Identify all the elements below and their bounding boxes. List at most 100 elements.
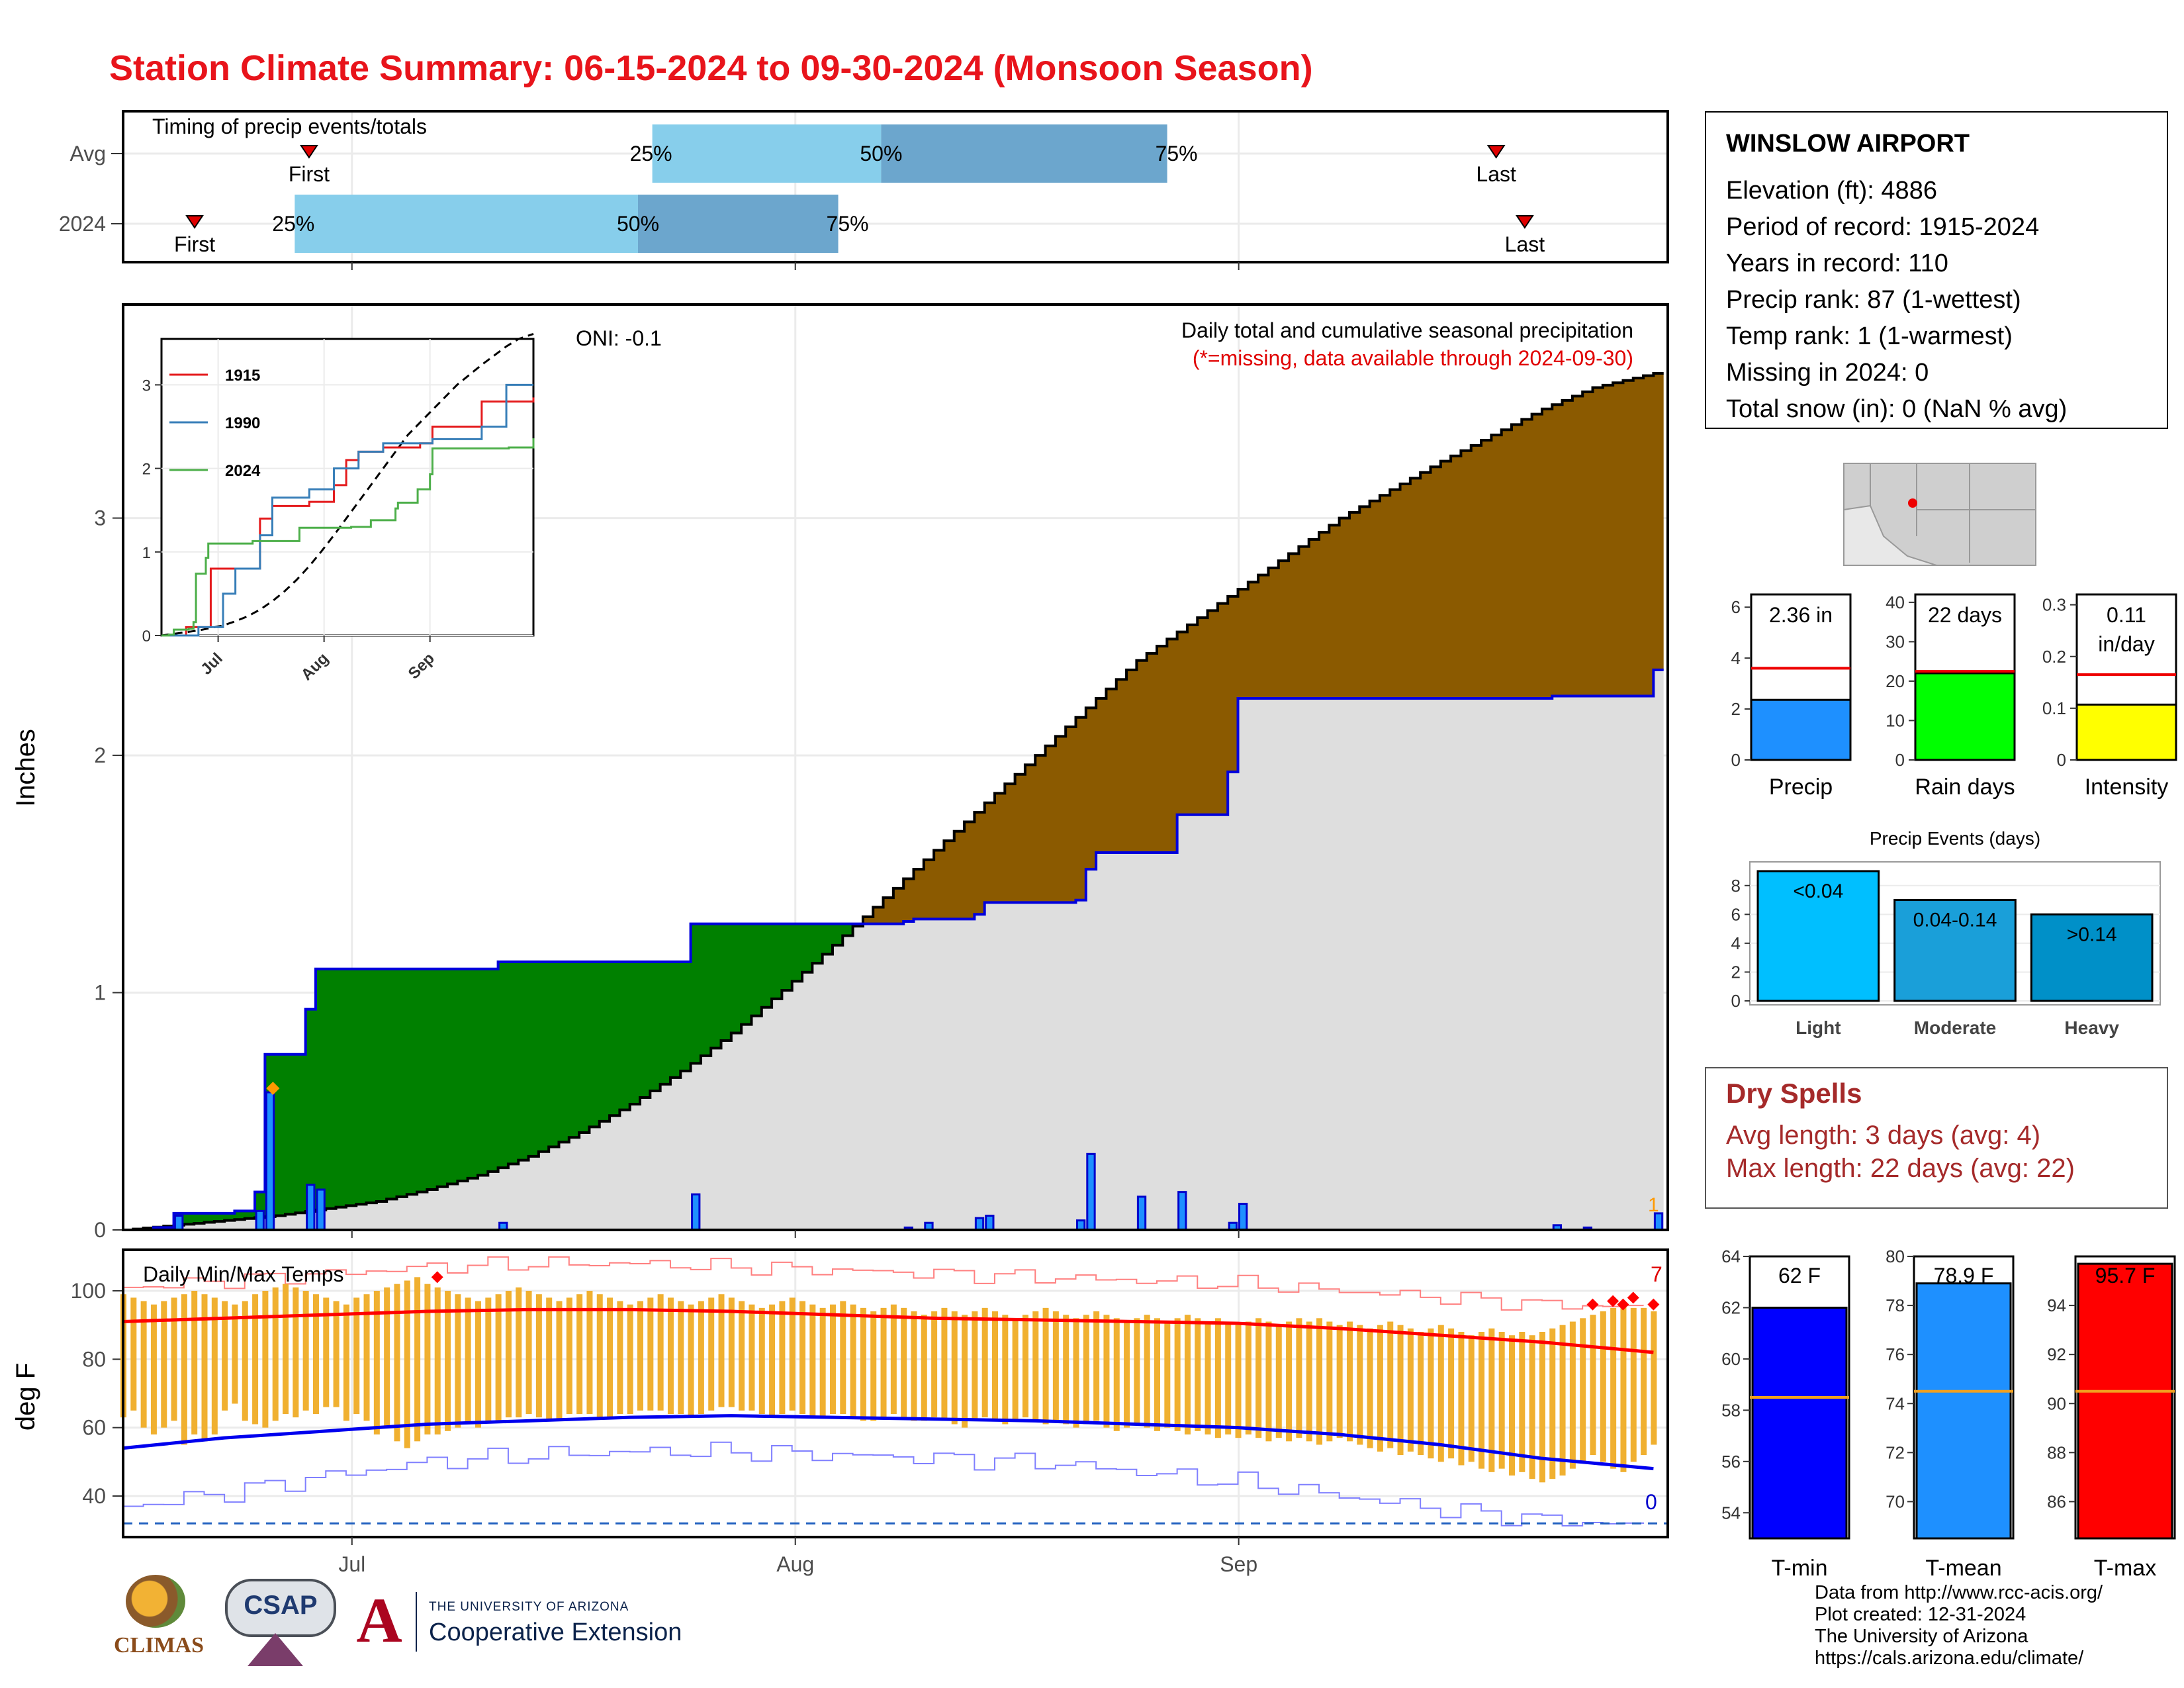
events-y-tick-label: 6 <box>1731 904 1741 924</box>
summary-panel-label: Precip <box>1769 774 1833 800</box>
temp-daily-range-bar <box>1529 1335 1535 1479</box>
temp-daily-range-bar <box>1651 1311 1657 1445</box>
station-location-marker <box>1908 498 1917 508</box>
temp-daily-range-bar <box>667 1297 674 1414</box>
temp-daily-range-bar <box>789 1297 796 1411</box>
temp-daily-range-bar <box>1255 1318 1262 1438</box>
temp-daily-range-bar <box>1002 1315 1009 1425</box>
temp-daily-range-bar <box>880 1307 887 1418</box>
temp-daily-range-bar <box>1195 1318 1201 1431</box>
temp-daily-range-bar <box>394 1284 400 1442</box>
temp-daily-range-bar <box>1498 1332 1505 1469</box>
temp-daily-range-bar <box>1519 1332 1525 1472</box>
precip-y-tick-label: 0 <box>94 1218 106 1238</box>
temp-summary-y-tick-label: 62 <box>1721 1297 1741 1317</box>
ua-a-icon: A <box>356 1585 402 1656</box>
temp-daily-range-bar <box>678 1301 684 1414</box>
temp-daily-range-bar <box>1468 1335 1475 1462</box>
temp-daily-range-bar <box>1620 1304 1627 1472</box>
temp-daily-range-bar <box>1590 1315 1596 1455</box>
temp-daily-range-bar <box>1508 1335 1515 1476</box>
temp-avg-min-line <box>122 1414 1654 1471</box>
station-detail-line: Years in record: 110 <box>1726 250 1948 277</box>
temp-daily-range-bar <box>769 1304 776 1418</box>
station-info-box: WINSLOW AIRPORT Elevation (ft): 4886 Peri… <box>1705 111 2168 429</box>
events-category-label: Moderate <box>1914 1017 1996 1038</box>
temp-daily-range-bar <box>1377 1325 1383 1452</box>
temp-daily-range-bar <box>749 1304 755 1411</box>
events-chart-title: Precip Events (days) <box>1870 828 2040 849</box>
inset-series-line <box>161 397 535 637</box>
station-detail-line: Precip rank: 87 (1-wettest) <box>1726 286 2021 314</box>
precip-daily-bar <box>174 1214 184 1231</box>
temp-daily-range-bar <box>283 1284 289 1414</box>
events-category-label: Heavy <box>2064 1017 2119 1038</box>
temp-daily-range-bar <box>1103 1315 1110 1428</box>
temp-daily-range-bar <box>739 1301 745 1411</box>
temp-daily-range-bar <box>333 1301 340 1407</box>
precip-frame <box>122 303 1669 1231</box>
temp-corner-top: 7 <box>1651 1262 1662 1286</box>
temp-summary-y-tick-label: 76 <box>1886 1344 1905 1364</box>
precip-2024-cumulative-line <box>123 669 1664 1231</box>
inset-legend-label: 2024 <box>225 462 261 480</box>
temp-daily-range-bar <box>586 1291 593 1414</box>
temp-record-marker <box>431 1271 443 1284</box>
timing-bar-p50-p75 <box>881 124 1167 183</box>
station-detail-line: Temp rank: 1 (1-warmest) <box>1726 322 2013 350</box>
temp-frame <box>122 1248 1669 1538</box>
temp-daily-range-bar <box>485 1297 492 1421</box>
timing-bar-p50-p75 <box>638 195 839 253</box>
temp-daily-range-bar <box>596 1294 603 1418</box>
temp-daily-range-bar <box>434 1287 441 1434</box>
temp-daily-range-bar <box>1174 1318 1181 1431</box>
temp-daily-range-bar <box>1448 1328 1455 1459</box>
temp-daily-range-bar <box>1012 1318 1019 1421</box>
timing-label-last: Last <box>1476 162 1516 186</box>
temp-daily-range-bar <box>1346 1321 1353 1442</box>
locator-map <box>1843 463 2036 566</box>
logo-bar: CLIMAS CSAP A THE UNIVERSITY OF ARIZONA … <box>99 1572 761 1678</box>
temp-daily-range-bar <box>1428 1328 1434 1459</box>
station-detail-line: Elevation (ft): 4886 <box>1726 177 1937 205</box>
ua-logo: A <box>354 1585 407 1656</box>
temp-summary-value-text: 78.9 F <box>1934 1264 1994 1288</box>
temp-daily-range-bar <box>495 1294 502 1421</box>
temp-daily-range-bar <box>1296 1318 1302 1438</box>
summary-y-tick-label: 20 <box>1886 671 1905 691</box>
precip-cumulative-shared-area <box>123 670 1664 1230</box>
temp-daily-range-bar <box>890 1304 897 1414</box>
temp-y-tick-label: 60 <box>82 1416 106 1440</box>
temp-daily-range-bar <box>1032 1311 1039 1421</box>
summary-y-tick-label: 6 <box>1731 597 1741 617</box>
timing-label-last: Last <box>1505 232 1545 256</box>
precip-daily-bar <box>1136 1196 1147 1231</box>
timing-label-p75: 75% <box>1156 142 1198 165</box>
map-state-borders <box>1843 463 2036 566</box>
temp-daily-range-bar <box>901 1307 907 1418</box>
summary-y-tick-label: 4 <box>1731 648 1741 668</box>
timing-chart: 25% 50% 75% First Last Avg 25% 50% 75% First Last 2… <box>59 110 1669 270</box>
events-y-tick-label: 4 <box>1731 933 1741 953</box>
temp-summary-value-text: 95.7 F <box>2095 1264 2156 1288</box>
temp-daily-range-bar <box>1205 1321 1211 1434</box>
precip-record-marker <box>266 1082 280 1096</box>
ua-university-name: THE UNIVERSITY OF ARIZONA <box>429 1600 629 1614</box>
precip-daily-bar <box>265 1091 275 1231</box>
station-details: Elevation (ft): 4886 Period of record: 19… <box>1726 173 2147 428</box>
timing-frame <box>122 110 1669 263</box>
temp-daily-range-bar <box>445 1291 451 1431</box>
temp-summary-y-tick-label: 56 <box>1721 1452 1741 1472</box>
temp-daily-range-bar <box>1418 1332 1424 1455</box>
temp-record-marker <box>1607 1295 1619 1307</box>
temp-daily-range-bar <box>505 1291 512 1418</box>
summary-panel-label: Rain days <box>1915 774 2015 800</box>
temp-daily-range-bar <box>860 1307 866 1421</box>
temp-daily-range-bar <box>302 1291 309 1411</box>
dry-spells-max: Max length: 22 days (avg: 22) <box>1726 1154 2075 1183</box>
temp-daily-range-bar <box>962 1315 968 1428</box>
temp-daily-range-bar <box>972 1311 978 1421</box>
summary-value-text: 22 days <box>1928 603 2002 627</box>
footer-line: Plot created: 12-31-2024 <box>1815 1604 2026 1625</box>
temp-summary-y-tick-label: 94 <box>2047 1295 2066 1315</box>
